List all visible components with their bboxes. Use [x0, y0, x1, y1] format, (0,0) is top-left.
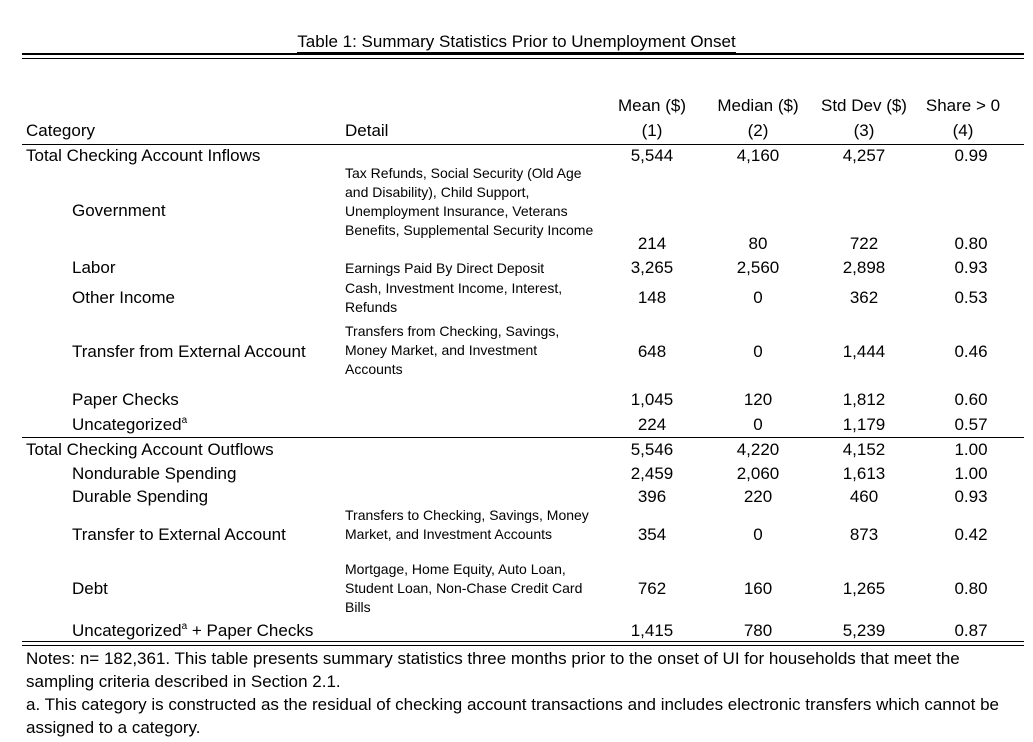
row-mean: 5,546: [630, 440, 674, 459]
row-mean: 354: [637, 525, 667, 544]
row-median: 220: [743, 487, 773, 506]
col-header-stddev: Std Dev ($): [821, 96, 907, 115]
col-header-share: Share > 0: [925, 96, 1001, 115]
row-category: Uncategorizeda + Paper Checks: [72, 621, 314, 640]
col-header-category: Category: [26, 121, 95, 140]
row-stddev: 2,898: [842, 258, 886, 277]
row-category: Nondurable Spending: [72, 464, 237, 483]
row-share: 0.53: [954, 288, 988, 307]
bottom-rule-inner: [22, 645, 1024, 646]
row-share: 0.80: [954, 234, 988, 253]
row-mean: 396: [637, 487, 667, 506]
row-category: Labor: [72, 258, 116, 277]
row-share: 0.80: [954, 579, 988, 598]
row-share: 0.57: [954, 415, 988, 434]
row-category: Total Checking Account Inflows: [26, 146, 261, 165]
row-category: Uncategorizeda: [72, 415, 188, 434]
row-stddev: 722: [849, 234, 879, 253]
row-stddev: 1,265: [842, 579, 886, 598]
row-detail: Mortgage, Home Equity, Auto Loan, Studen…: [345, 561, 583, 615]
row-median: 120: [743, 390, 773, 409]
row-stddev: 5,239: [842, 621, 886, 640]
section-rule: [22, 437, 1024, 438]
row-stddev: 1,812: [842, 390, 886, 409]
table-notes: Notes: n= 182,361. This table presents s…: [26, 649, 960, 691]
row-detail: Tax Refunds, Social Security (Old Age an…: [345, 165, 594, 238]
row-category: Transfer to External Account: [72, 525, 286, 544]
row-median: 2,560: [736, 258, 780, 277]
row-mean: 648: [637, 342, 667, 361]
row-category: Transfer from External Account: [72, 342, 306, 361]
row-share: 0.60: [954, 390, 988, 409]
row-median: 80: [748, 234, 768, 253]
top-rule: [22, 53, 1024, 55]
col-header-median: Median ($): [717, 96, 799, 115]
row-stddev: 460: [849, 487, 879, 506]
row-stddev: 1,444: [842, 342, 886, 361]
row-mean: 214: [637, 234, 667, 253]
col-number-4: (4): [952, 121, 974, 140]
row-median: 4,220: [736, 440, 780, 459]
row-median: 0: [753, 288, 763, 307]
row-share: 0.87: [954, 621, 988, 640]
row-mean: 762: [637, 579, 667, 598]
row-mean: 224: [637, 415, 667, 434]
header-rule: [22, 144, 1024, 145]
col-number-1: (1): [641, 121, 663, 140]
row-mean: 5,544: [630, 146, 674, 165]
row-share: 0.93: [954, 258, 988, 277]
row-detail: Transfers to Checking, Savings, Money Ma…: [345, 507, 589, 542]
row-detail: Earnings Paid By Direct Deposit: [345, 260, 545, 276]
row-category: Total Checking Account Outflows: [26, 440, 274, 459]
row-stddev: 1,179: [842, 415, 886, 434]
row-stddev: 4,152: [842, 440, 886, 459]
row-share: 0.46: [954, 342, 988, 361]
row-mean: 148: [637, 288, 667, 307]
row-median: 160: [743, 579, 773, 598]
row-mean: 3,265: [630, 258, 674, 277]
row-mean: 1,415: [630, 621, 674, 640]
row-stddev: 873: [849, 525, 879, 544]
row-stddev: 1,613: [842, 464, 886, 483]
row-mean: 2,459: [630, 464, 674, 483]
col-number-2: (2): [747, 121, 769, 140]
row-stddev: 4,257: [842, 146, 886, 165]
row-share: 0.99: [954, 146, 988, 165]
row-share: 0.93: [954, 487, 988, 506]
col-header-mean: Mean ($): [617, 96, 687, 115]
row-category: Debt: [72, 579, 108, 598]
row-category: Other Income: [72, 288, 175, 307]
row-mean: 1,045: [630, 390, 674, 409]
row-share: 0.42: [954, 525, 988, 544]
row-share: 1.00: [954, 440, 988, 459]
row-category: Paper Checks: [72, 390, 179, 409]
top-rule-inner: [22, 58, 1024, 59]
col-number-3: (3): [853, 121, 875, 140]
table-title: Table 1: Summary Statistics Prior to Une…: [297, 32, 736, 53]
footnote-marker: a: [181, 621, 188, 632]
row-median: 0: [753, 525, 763, 544]
footnote-marker: a: [181, 415, 188, 426]
row-detail: Cash, Investment Income, Interest, Refun…: [345, 280, 563, 315]
row-median: 0: [753, 415, 763, 434]
row-stddev: 362: [849, 288, 879, 307]
row-median: 2,060: [736, 464, 780, 483]
row-median: 4,160: [736, 146, 780, 165]
row-median: 780: [743, 621, 773, 640]
row-detail: Transfers from Checking, Savings, Money …: [345, 323, 560, 377]
row-median: 0: [753, 342, 763, 361]
col-header-detail: Detail: [345, 121, 389, 140]
row-category: Durable Spending: [72, 487, 209, 506]
row-category: Government: [72, 201, 166, 220]
table-footnote: a. This category is constructed as the r…: [26, 695, 999, 737]
bottom-rule: [22, 641, 1024, 642]
row-share: 1.00: [954, 464, 988, 483]
